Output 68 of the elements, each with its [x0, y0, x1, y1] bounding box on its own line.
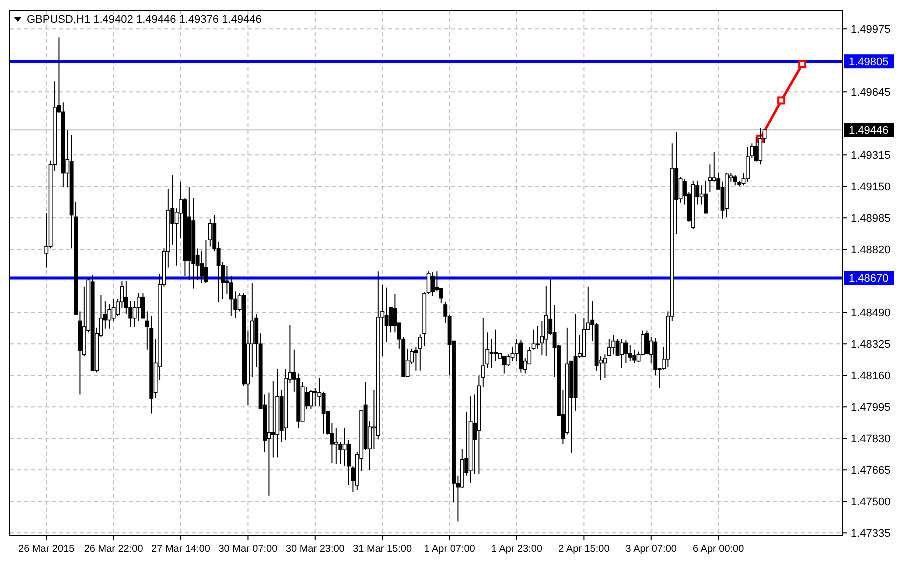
candlestick: [439, 288, 444, 304]
candlestick: [267, 392, 272, 496]
candlestick: [746, 147, 750, 182]
candlestick: [431, 272, 435, 297]
candlestick: [607, 338, 612, 358]
candlestick: [708, 164, 712, 193]
candlestick: [758, 128, 763, 166]
point: [798, 60, 807, 68]
y-tick-label: 1.48490: [851, 307, 891, 320]
x-tick-label: 26 Mar 2015: [18, 544, 76, 555]
candlestick: [502, 356, 506, 374]
x-tick-label: 31 Mar 15:00: [353, 544, 412, 555]
y-tick-label: 1.47665: [851, 464, 891, 477]
x-tick-label: 2 Apr 15:00: [558, 544, 610, 555]
candlestick: [208, 218, 212, 248]
candlestick: [506, 354, 511, 367]
candlestick: [322, 391, 326, 434]
candlestick: [141, 293, 146, 319]
candlestick: [334, 428, 338, 465]
y-tick-label: 1.48985: [851, 212, 891, 225]
candlestick: [426, 271, 431, 295]
candlestick: [620, 338, 624, 368]
candlestick: [342, 428, 347, 467]
y-tick-label: 1.49315: [851, 150, 891, 162]
candlestick: [645, 330, 650, 356]
point: [778, 96, 786, 105]
candlestick: [754, 136, 758, 162]
y-tick-label: 1.47335: [851, 528, 891, 540]
x-tick-label: 6 Apr 00:00: [693, 544, 745, 555]
candlestick: [108, 304, 112, 330]
candlestick: [384, 287, 389, 343]
ref-line-label: 1.49446: [849, 124, 889, 137]
y-tick-label: 1.49150: [851, 181, 891, 194]
x-tick-label: 1 Apr 23:00: [491, 544, 544, 555]
candlestick: [612, 335, 616, 356]
x-tick-label: 1 Apr 07:00: [424, 544, 476, 555]
x-tick-label: 27 Mar 14:00: [152, 544, 211, 555]
candlestick: [603, 354, 608, 379]
y-tick-label: 1.48160: [851, 370, 891, 382]
y-tick-label: 1.49975: [851, 24, 891, 36]
candlestick: [704, 180, 708, 214]
candlestick: [309, 389, 314, 410]
candlestick: [733, 174, 738, 186]
candlestick: [624, 340, 628, 364]
y-tick-label: 1.47995: [851, 402, 891, 414]
candlestick: [532, 329, 536, 350]
candlestick: [204, 240, 208, 284]
candlestick: [490, 338, 494, 368]
y-tick-label: 1.47830: [851, 433, 891, 446]
chart-title: GBPUSD,H1 1.49402 1.49446 1.49376 1.49446: [27, 14, 262, 26]
y-tick-label: 1.49645: [851, 86, 891, 99]
x-tick-label: 30 Mar 07:00: [218, 544, 278, 555]
ref-line-label: 1.48670: [849, 273, 889, 286]
candlestick: [414, 346, 418, 372]
x-tick-label: 26 Mar 22:00: [84, 544, 144, 555]
y-tick-label: 1.48820: [851, 244, 891, 256]
candlestick: [494, 329, 498, 362]
candlestick: [632, 349, 637, 364]
ref-line-label: 1.49805: [849, 56, 889, 68]
candlestick: [229, 276, 234, 317]
candlestick: [112, 298, 116, 322]
y-tick-label: 1.47500: [851, 496, 891, 508]
candlestick: [271, 380, 276, 458]
y-tick-label: 1.48325: [851, 338, 891, 351]
candlestick: [628, 344, 632, 362]
x-tick-label: 30 Mar 23:00: [286, 544, 346, 555]
candlestick: [481, 318, 486, 388]
x-tick-label: 3 Apr 07:00: [626, 544, 678, 555]
